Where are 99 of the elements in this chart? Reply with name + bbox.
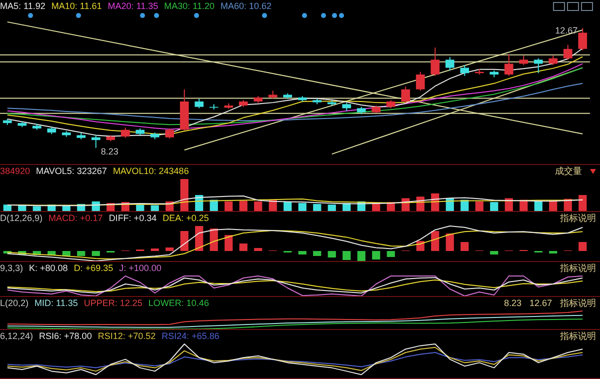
text: DEA: +0.25 <box>162 213 209 223</box>
candlestick <box>165 128 174 139</box>
candlestick <box>578 28 588 51</box>
bar <box>254 201 262 211</box>
bar <box>549 200 558 211</box>
candlestick <box>47 126 56 135</box>
candlestick <box>150 132 160 140</box>
candlestick <box>519 55 528 66</box>
bar <box>239 244 248 251</box>
text: 成交量 <box>555 164 582 178</box>
candlestick <box>416 71 425 92</box>
bar <box>62 251 70 256</box>
annotation: 12.67 <box>555 26 578 36</box>
candlestick <box>372 105 381 114</box>
candlestick <box>445 56 454 71</box>
candlestick <box>136 128 145 136</box>
candlestick <box>312 98 322 105</box>
chart-title: L(20,2) <box>0 298 29 308</box>
candlestick <box>386 100 396 109</box>
candlestick <box>283 92 292 100</box>
bar <box>313 251 322 256</box>
candlestick <box>534 58 543 74</box>
bar <box>328 204 336 211</box>
bar <box>92 251 100 256</box>
bar <box>150 205 159 211</box>
bar <box>490 251 498 254</box>
bar <box>578 195 587 211</box>
text: MA10: 11.61 <box>51 1 102 11</box>
text: LOWER: 10.46 <box>148 298 209 308</box>
bar <box>372 251 380 260</box>
annotation: 8.23 <box>100 146 118 156</box>
bar <box>328 251 336 258</box>
bar <box>254 248 262 251</box>
bar <box>284 202 292 211</box>
candlestick <box>180 88 189 131</box>
bar <box>578 242 587 251</box>
bar <box>195 226 204 251</box>
series-label: D: +69.35 <box>74 263 114 273</box>
bar <box>446 234 454 251</box>
candlestick <box>238 100 248 108</box>
text: 指标说明 <box>560 330 596 342</box>
text: MAVOL5: 323267 <box>36 166 107 176</box>
bar <box>460 242 469 251</box>
text: MA60: 10.62 <box>220 1 272 11</box>
bar <box>490 202 498 211</box>
bar <box>3 204 12 211</box>
bar <box>180 179 188 211</box>
candlestick <box>342 102 352 112</box>
bar <box>224 201 233 211</box>
bar <box>239 200 248 211</box>
bar <box>62 206 70 211</box>
text: 指标说明 <box>560 296 596 310</box>
bar <box>180 231 188 251</box>
candlestick <box>430 47 440 76</box>
candlestick <box>356 106 366 115</box>
bar <box>475 201 484 211</box>
text: 12.67 <box>529 298 552 308</box>
text: 384920 <box>0 166 30 176</box>
candlestick <box>106 134 116 142</box>
bar <box>166 248 174 251</box>
bar <box>224 235 233 251</box>
text: RSI12: +70.52 <box>98 331 156 341</box>
bar <box>534 201 542 211</box>
series-label: K: +80.08 <box>29 263 68 273</box>
candlestick <box>76 132 86 140</box>
candlestick <box>18 121 27 128</box>
text: MAVOL10: 243486 <box>112 166 189 176</box>
bar <box>298 203 306 211</box>
text: MA20: 11.35 <box>108 1 158 11</box>
chart-title: 6,12,24) <box>0 331 34 341</box>
text: 指标说明 <box>560 212 596 224</box>
candlestick <box>268 90 278 100</box>
candlestick <box>254 96 263 104</box>
candlestick <box>504 54 514 76</box>
text: 8.23 <box>504 298 522 308</box>
series-label: UPPER: 12.25 <box>84 298 142 308</box>
bar <box>136 204 144 211</box>
text: MACD: +0.17 <box>48 213 103 223</box>
bar <box>342 251 351 260</box>
bar <box>313 204 322 211</box>
text: 指标说明 <box>560 262 596 274</box>
bar <box>386 251 395 257</box>
chart-title: D(12,26,9) <box>0 213 43 223</box>
chart-title: 9,3,3) <box>0 263 24 273</box>
bar <box>32 206 41 211</box>
bar <box>77 251 86 256</box>
text: RSI6: +78.00 <box>39 331 92 341</box>
text: MA30: 11.20 <box>164 1 214 11</box>
bar <box>210 228 218 251</box>
bar <box>298 251 306 254</box>
bar <box>431 231 440 251</box>
bar <box>357 251 366 261</box>
text: RSI24: +65.86 <box>162 331 220 341</box>
series-label: J: +100.00 <box>119 263 162 273</box>
text: DIFF: +0.34 <box>108 213 157 223</box>
text: MID: 11.35 <box>34 298 78 308</box>
text: MA5: 11.92 <box>0 1 46 11</box>
candlestick <box>194 98 204 109</box>
candlestick <box>563 44 572 60</box>
